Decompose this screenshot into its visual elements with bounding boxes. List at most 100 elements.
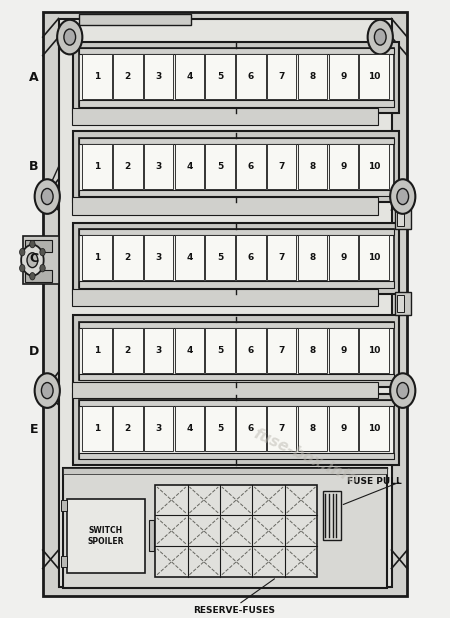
Text: 6: 6 (248, 346, 254, 355)
Text: 8: 8 (310, 346, 315, 355)
Bar (360, 328, 389, 373)
Bar (298, 328, 327, 373)
Bar (79, 229, 394, 288)
Text: 4: 4 (186, 162, 193, 171)
Bar (236, 328, 266, 373)
Text: B: B (29, 160, 39, 174)
Text: 3: 3 (156, 162, 162, 171)
Text: 1: 1 (94, 72, 100, 81)
Bar (267, 328, 297, 373)
Text: 6: 6 (248, 425, 254, 433)
Bar (113, 328, 143, 373)
Bar (267, 407, 297, 451)
Bar (328, 407, 358, 451)
Bar (175, 144, 204, 189)
Bar (67, 499, 145, 573)
Text: fuse-box.info: fuse-box.info (252, 426, 360, 488)
Text: 3: 3 (156, 425, 162, 433)
Text: 5: 5 (217, 72, 223, 81)
Text: FUSE PULL: FUSE PULL (347, 477, 402, 486)
Bar (79, 101, 394, 107)
Text: 6: 6 (248, 72, 254, 81)
Text: D: D (29, 344, 39, 358)
Bar (175, 54, 204, 99)
Text: 4: 4 (186, 253, 193, 262)
Bar (397, 208, 404, 226)
Bar (144, 407, 173, 451)
Text: 10: 10 (368, 253, 380, 262)
Text: 5: 5 (217, 162, 223, 171)
Text: 6: 6 (248, 162, 254, 171)
Text: 9: 9 (340, 253, 346, 262)
Circle shape (374, 29, 386, 45)
Bar (267, 144, 297, 189)
Bar (113, 407, 143, 451)
Circle shape (19, 265, 25, 272)
Bar (206, 328, 235, 373)
Circle shape (30, 240, 35, 248)
Bar (22, 236, 58, 284)
Bar (61, 556, 67, 567)
Bar (360, 144, 389, 189)
Text: 7: 7 (279, 253, 285, 262)
Text: 8: 8 (310, 425, 315, 433)
Bar (267, 54, 297, 99)
Bar (395, 292, 411, 315)
Text: 3: 3 (156, 72, 162, 81)
Bar (82, 144, 112, 189)
Bar (236, 144, 266, 189)
Bar (397, 295, 404, 312)
Text: RESERVE-FUSES: RESERVE-FUSES (193, 606, 275, 615)
Text: 9: 9 (340, 162, 346, 171)
Text: 9: 9 (340, 72, 346, 81)
Bar (175, 235, 204, 281)
Bar (79, 321, 394, 381)
Bar (63, 468, 387, 588)
Text: 7: 7 (279, 346, 285, 355)
Bar (79, 400, 394, 407)
Bar (144, 144, 173, 189)
Text: 8: 8 (310, 72, 315, 81)
Bar (360, 235, 389, 281)
Bar (79, 48, 394, 54)
Bar (328, 235, 358, 281)
Text: 6: 6 (248, 253, 254, 262)
Bar (73, 223, 399, 294)
Bar (73, 42, 399, 113)
Bar (206, 235, 235, 281)
Bar (149, 520, 154, 551)
Bar (82, 235, 112, 281)
Text: 7: 7 (279, 72, 285, 81)
Circle shape (27, 253, 38, 268)
Bar (79, 229, 394, 235)
Text: 10: 10 (368, 72, 380, 81)
Bar (79, 452, 394, 459)
Text: 9: 9 (340, 425, 346, 433)
Bar (79, 400, 394, 459)
Bar (79, 190, 394, 197)
Bar (72, 382, 378, 398)
Text: 5: 5 (217, 425, 223, 433)
Bar (298, 54, 327, 99)
Bar (82, 54, 112, 99)
Bar (79, 321, 394, 328)
Bar (206, 54, 235, 99)
Bar (113, 235, 143, 281)
Bar (298, 144, 327, 189)
Text: 2: 2 (125, 72, 131, 81)
Bar (206, 144, 235, 189)
Bar (79, 282, 394, 288)
Bar (25, 240, 52, 252)
Bar (43, 12, 407, 596)
Bar (61, 500, 67, 511)
Bar (73, 394, 399, 465)
Circle shape (21, 245, 44, 276)
Bar (82, 328, 112, 373)
Text: 5: 5 (217, 253, 223, 262)
Bar (360, 407, 389, 451)
Bar (360, 54, 389, 99)
Bar (113, 54, 143, 99)
Bar (395, 205, 411, 229)
Circle shape (368, 20, 393, 54)
Bar (236, 235, 266, 281)
